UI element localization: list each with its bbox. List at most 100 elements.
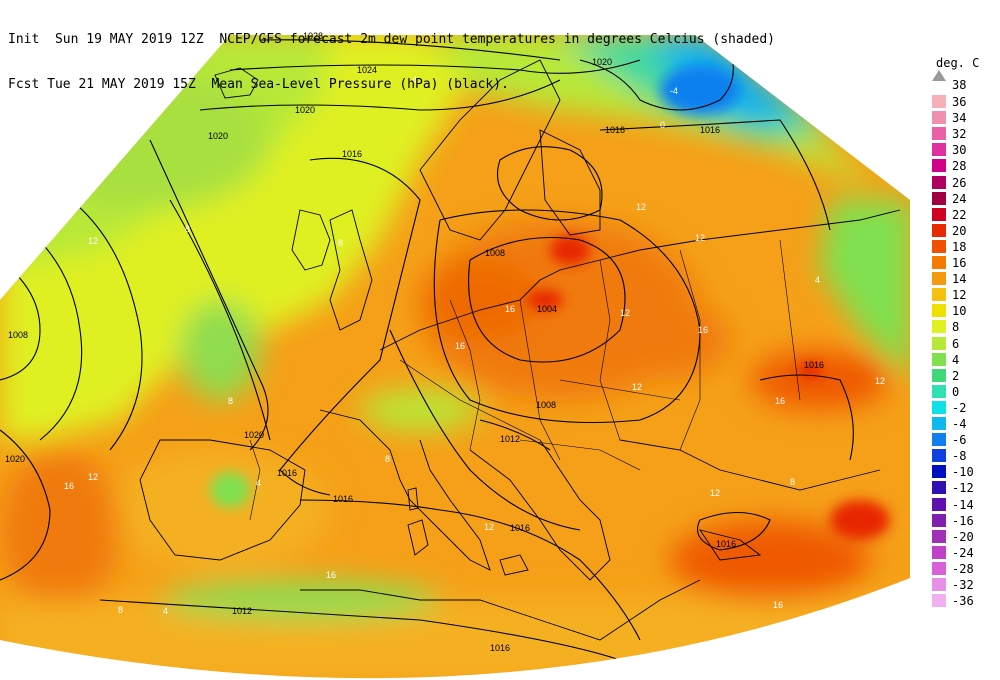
dewpoint-label: 16 xyxy=(64,481,74,491)
legend-swatch xyxy=(932,336,946,350)
legend-entry: 14 xyxy=(926,272,1000,287)
isobar-label: 1012 xyxy=(500,434,520,444)
legend-swatch xyxy=(932,529,946,543)
legend-entry: 34 xyxy=(926,111,1000,125)
legend-entry: 12 xyxy=(926,288,1000,303)
legend-swatch xyxy=(932,159,946,173)
legend-entry: 4 xyxy=(926,352,1000,366)
dewpoint-label: 4 xyxy=(815,275,820,285)
legend-swatch xyxy=(932,384,946,398)
legend-swatch xyxy=(932,368,946,382)
legend-entry: -12 xyxy=(926,481,1000,496)
legend-entry: 18 xyxy=(926,239,1000,253)
legend-swatch xyxy=(932,433,946,447)
dewpoint-label: 8 xyxy=(385,454,390,464)
legend-label: 30 xyxy=(952,143,967,158)
legend-overflow-arrow-icon xyxy=(932,70,946,81)
isobar-label: 1016 xyxy=(605,125,625,135)
legend-swatch xyxy=(932,256,946,269)
legend-entry: -8 xyxy=(926,449,1000,463)
legend-top-value: 38 xyxy=(952,78,967,92)
legend-label: 28 xyxy=(952,159,967,174)
legend-entry: -16 xyxy=(926,513,1000,528)
dewpoint-label: 16 xyxy=(773,600,783,610)
dewpoint-label: 12 xyxy=(695,233,705,243)
header: Init Sun 19 MAY 2019 12Z NCEP/GFS foreca… xyxy=(8,2,775,107)
legend-swatch xyxy=(932,143,946,157)
legend-swatch xyxy=(932,127,946,141)
dewpoint-label: 16 xyxy=(698,325,708,335)
legend-label: -6 xyxy=(952,433,967,448)
legend-swatch xyxy=(932,449,946,463)
dewpoint-label: 8 xyxy=(185,224,190,234)
isobar-label: 1020 xyxy=(592,57,612,67)
legend-entry: 32 xyxy=(926,127,1000,141)
legend-swatch xyxy=(932,578,946,591)
legend-label: 16 xyxy=(952,256,967,270)
legend-label: 14 xyxy=(952,272,967,287)
isobar-label: 1020 xyxy=(244,430,264,440)
legend-entry: 22 xyxy=(926,207,1000,221)
isobar-label: 1016 xyxy=(804,360,824,370)
dewpoint-label: -4 xyxy=(670,86,678,96)
dewpoint-labels: 4 -4 0 12 12 12 8 8 16 16 12 16 12 16 8 … xyxy=(64,75,885,616)
country-borders xyxy=(249,239,801,521)
header-init-line: Init Sun 19 MAY 2019 12Z NCEP/GFS foreca… xyxy=(8,32,776,47)
legend-entry: 20 xyxy=(926,223,1000,237)
legend-label: 2 xyxy=(952,368,960,383)
legend-swatch xyxy=(932,239,946,253)
legend-label: -2 xyxy=(952,400,967,415)
legend-swatch xyxy=(932,175,946,189)
dewpoint-label: 0 xyxy=(660,120,665,130)
legend-entry: 0 xyxy=(926,384,1000,398)
legend-label: -12 xyxy=(952,481,974,496)
isobar-label: 1008 xyxy=(485,248,505,258)
legend-entry: 28 xyxy=(926,159,1000,174)
legend-label: 10 xyxy=(952,304,967,319)
legend-label: 24 xyxy=(952,191,967,206)
isobar-label: 1016 xyxy=(700,125,720,135)
isobar-label: 1008 xyxy=(536,400,556,410)
legend-swatch xyxy=(932,513,946,527)
legend-label: -16 xyxy=(952,513,974,528)
legend-swatch xyxy=(932,545,946,559)
legend-label: -28 xyxy=(952,561,974,576)
coastlines xyxy=(139,59,901,641)
legend-label: -24 xyxy=(952,545,974,560)
dewpoint-label: 4 xyxy=(163,606,168,616)
legend-label: 12 xyxy=(952,288,967,303)
legend-entry: -24 xyxy=(926,545,1000,560)
legend-label: 6 xyxy=(952,336,960,351)
dewpoint-label: 8 xyxy=(118,605,123,615)
legend-swatch xyxy=(932,223,946,237)
legend-label: -4 xyxy=(952,417,967,431)
legend-label: -20 xyxy=(952,529,974,544)
isobar-label: 1028 xyxy=(303,31,323,41)
legend-swatch xyxy=(932,561,946,575)
legend-entry: 2 xyxy=(926,368,1000,383)
legend-entry: 8 xyxy=(926,320,1000,334)
dewpoint-label: 12 xyxy=(620,308,630,318)
legend-swatch xyxy=(932,272,946,286)
legend-label: -14 xyxy=(952,497,974,512)
dewpoint-label: 12 xyxy=(710,488,720,498)
isobar-label: 1016 xyxy=(716,539,736,549)
isobar-label: 1012 xyxy=(232,606,252,616)
isobar-label: 1016 xyxy=(510,523,530,533)
legend-swatch xyxy=(932,207,946,221)
isobars xyxy=(0,39,854,661)
legend-entry: -2 xyxy=(926,400,1000,415)
dewpoint-label: 16 xyxy=(775,396,785,406)
isobar-label: 1020 xyxy=(295,105,315,115)
legend-entry: -4 xyxy=(926,417,1000,431)
header-fcst-line: Fcst Tue 21 MAY 2019 15Z Mean Sea-Level … xyxy=(8,77,509,92)
legend-entry: 24 xyxy=(926,191,1000,206)
legend-label: -36 xyxy=(952,594,974,609)
isobar-label: 1004 xyxy=(537,304,557,314)
dewpoint-label: 12 xyxy=(88,472,98,482)
legend-label: 36 xyxy=(952,95,967,109)
legend-entry: 36 xyxy=(926,95,1000,109)
dewpoint-label: 16 xyxy=(455,341,465,351)
legend-entry: -20 xyxy=(926,529,1000,544)
legend-entry: -10 xyxy=(926,465,1000,479)
